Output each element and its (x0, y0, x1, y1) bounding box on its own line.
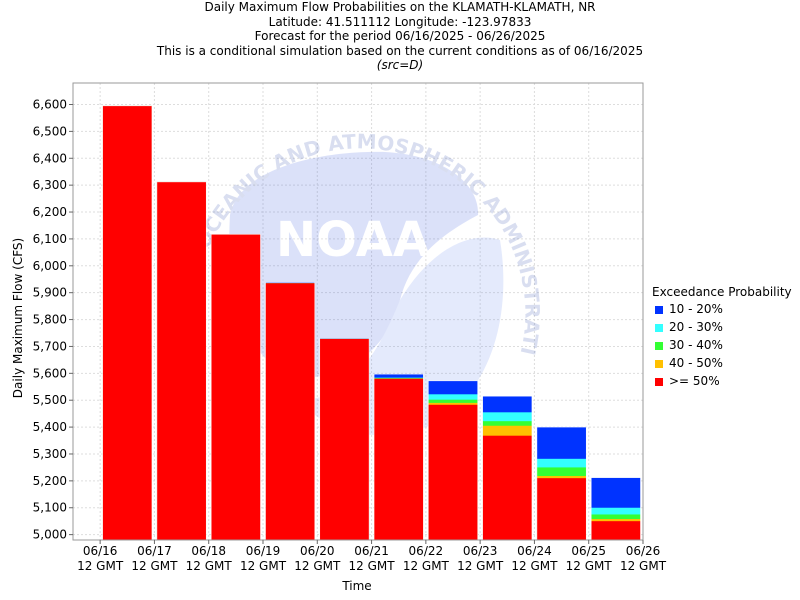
chart-titles: Daily Maximum Flow Probabilities on the … (0, 0, 800, 73)
bar-06-25-50 (591, 521, 641, 540)
legend-label: >= 50% (669, 374, 720, 388)
x-tick-label-date: 06/20 (300, 544, 335, 558)
chart-period: Forecast for the period 06/16/2025 - 06/… (254, 29, 546, 43)
y-tick-label: 6,000 (33, 259, 67, 273)
x-tick-label-time: 12 GMT (186, 559, 233, 573)
x-tick-label-time: 12 GMT (403, 559, 450, 573)
y-tick-label: 5,100 (33, 501, 67, 515)
x-tick-label-date: 06/19 (246, 544, 281, 558)
x-tick-label-time: 12 GMT (131, 559, 178, 573)
bar-06-23-50 (482, 435, 532, 540)
bars (102, 105, 641, 541)
y-tick-label: 6,600 (33, 98, 67, 112)
x-tick-label-time: 12 GMT (349, 559, 396, 573)
legend-item: >= 50% (652, 372, 792, 390)
y-tick-label: 5,000 (33, 528, 67, 542)
x-tick-label-date: 06/16 (83, 544, 118, 558)
y-axis: 5,000 5,100 5,200 5,300 5,400 5,500 5,600 5,700… (33, 98, 73, 542)
legend-item: 40 - 50% (652, 354, 792, 372)
legend-label: 30 - 40% (669, 338, 723, 352)
legend-swatch (655, 323, 663, 332)
y-tick-label: 5,900 (33, 286, 67, 300)
bar-06-18-50 (211, 234, 261, 540)
y-tick-label: 5,600 (33, 366, 67, 380)
legend-title: Exceedance Probability (652, 285, 792, 299)
legend-swatch (655, 341, 663, 350)
y-tick-label: 5,500 (33, 393, 67, 407)
x-tick-label-date: 06/25 (571, 544, 606, 558)
bar-06-17-50 (156, 181, 207, 540)
y-tick-label: 6,100 (33, 232, 67, 246)
y-tick-label: 5,400 (33, 420, 67, 434)
bar-06-22-50 (428, 404, 478, 540)
legend-label: 40 - 50% (669, 356, 723, 370)
x-tick-label-date: 06/18 (191, 544, 226, 558)
y-tick-label: 5,800 (33, 313, 67, 327)
legend-swatch (655, 377, 663, 386)
y-tick-label: 5,700 (33, 339, 67, 353)
y-tick-label: 6,500 (33, 124, 67, 138)
x-tick-label-time: 12 GMT (240, 559, 287, 573)
legend-label: 20 - 30% (669, 320, 723, 334)
legend-item: 10 - 20% (652, 300, 792, 318)
x-tick-label-time: 12 GMT (511, 559, 558, 573)
chart-title: Daily Maximum Flow Probabilities on the … (204, 0, 596, 14)
x-tick-label-time: 12 GMT (566, 559, 613, 573)
x-axis-label: Time (341, 579, 371, 593)
x-tick-label-time: 12 GMT (620, 559, 667, 573)
chart-source: (src=D) (376, 58, 424, 72)
legend-swatch (655, 305, 663, 314)
x-tick-label-time: 12 GMT (294, 559, 341, 573)
x-tick-label-date: 06/21 (354, 544, 389, 558)
x-tick-label-date: 06/23 (463, 544, 498, 558)
y-axis-label: Daily Maximum Flow (CFS) (11, 238, 25, 398)
bar-06-24-50 (536, 478, 587, 540)
x-tick-label-date: 06/24 (517, 544, 552, 558)
y-tick-label: 5,200 (33, 474, 67, 488)
x-tick-label-date: 06/22 (409, 544, 444, 558)
legend: Exceedance Probability 10 - 20% 20 - 30% 3… (652, 284, 792, 390)
y-tick-label: 6,200 (33, 205, 67, 219)
bar-06-19-50 (265, 283, 315, 540)
chart-condition: This is a conditional simulation based o… (156, 43, 644, 58)
y-tick-label: 6,300 (33, 178, 67, 192)
bar-06-20-50 (319, 338, 370, 540)
x-tick-label-date: 06/26 (626, 544, 661, 558)
legend-swatch (655, 359, 663, 368)
x-tick-label-time: 12 GMT (457, 559, 504, 573)
watermark-noaa-text: NOAA (276, 212, 430, 268)
chart-location: Latitude: 41.511112 Longitude: -123.9783… (268, 14, 532, 29)
legend-item: 20 - 30% (652, 318, 792, 336)
plot-border (72, 82, 644, 541)
legend-label: 10 - 20% (669, 302, 723, 316)
x-tick-label-date: 06/17 (137, 544, 172, 558)
x-tick-label-time: 12 GMT (77, 559, 124, 573)
legend-item: 30 - 40% (652, 336, 792, 354)
bar-06-16-50 (102, 105, 152, 540)
y-tick-label: 6,400 (33, 151, 67, 165)
y-tick-label: 5,300 (33, 447, 67, 461)
bar-06-21-50 (374, 378, 424, 540)
